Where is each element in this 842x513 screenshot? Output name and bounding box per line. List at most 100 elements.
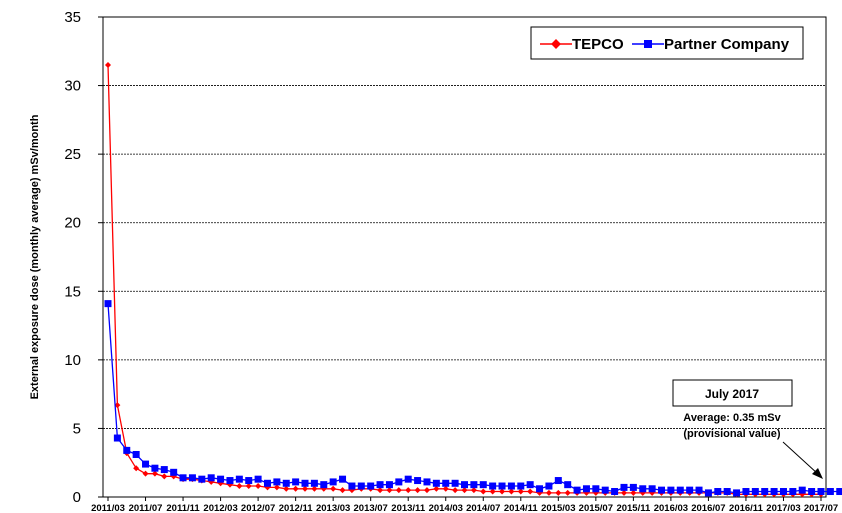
x-tick-label: 2011/07 [129, 503, 163, 513]
data-point [742, 488, 750, 496]
data-point [442, 479, 450, 487]
y-tick-label: 30 [64, 78, 81, 95]
data-point [235, 475, 243, 483]
x-tick-label: 2013/07 [354, 503, 388, 513]
data-point [404, 475, 412, 483]
data-point [377, 487, 384, 494]
data-point [480, 488, 487, 495]
data-point [564, 481, 572, 489]
data-point [339, 487, 346, 494]
data-point [170, 468, 178, 476]
data-point [658, 486, 666, 494]
data-point [151, 464, 159, 472]
x-tick-label: 2011/11 [166, 503, 200, 513]
data-point [405, 487, 412, 494]
data-point [601, 486, 609, 494]
data-point [385, 481, 393, 489]
data-point [423, 478, 431, 486]
data-point [188, 474, 196, 482]
data-point [536, 485, 544, 493]
data-point [114, 402, 121, 409]
data-point [527, 488, 534, 495]
x-tick-label: 2014/11 [504, 503, 539, 513]
data-point [836, 488, 842, 496]
legend-marker-partner [644, 40, 652, 48]
data-point [292, 485, 299, 492]
data-point [489, 488, 496, 495]
data-point [367, 482, 375, 490]
data-point [648, 485, 656, 493]
data-point [132, 450, 140, 458]
data-point [160, 466, 168, 474]
data-point [620, 483, 628, 491]
x-tick-label: 2012/03 [203, 503, 237, 513]
data-point [105, 62, 111, 68]
y-axis-ticks: 0 5 10 15 20 25 30 35 [64, 9, 103, 506]
data-point [592, 485, 600, 493]
data-point [142, 470, 149, 477]
data-point [508, 488, 515, 495]
data-point [357, 482, 365, 490]
data-point [395, 478, 403, 486]
data-point [104, 300, 112, 308]
data-point [254, 475, 262, 483]
x-tick-label: 2014/03 [429, 503, 463, 513]
data-point [611, 488, 619, 496]
data-point [789, 488, 797, 496]
data-point [226, 477, 234, 485]
data-point [564, 489, 571, 496]
data-point [498, 482, 506, 490]
gridlines [103, 85, 826, 429]
x-tick-label: 2015/07 [579, 503, 613, 513]
data-point [236, 483, 243, 490]
data-point [826, 488, 834, 496]
data-point [273, 484, 280, 491]
series-partner-company [104, 300, 842, 497]
data-point [282, 479, 290, 487]
data-point [301, 479, 309, 487]
data-point [499, 488, 506, 495]
data-point [217, 475, 225, 483]
x-tick-label: 2017/07 [804, 503, 838, 513]
x-tick-label: 2016/11 [729, 503, 764, 513]
data-point [507, 482, 515, 490]
annotation-box [672, 379, 793, 407]
series-layer [104, 62, 842, 498]
y-axis-label: External exposure dose (monthly average)… [29, 114, 41, 399]
data-point [461, 487, 468, 494]
data-point [676, 486, 684, 494]
y-tick-label: 15 [64, 283, 81, 300]
x-tick-label: 2013/11 [391, 503, 426, 513]
data-point [376, 481, 384, 489]
data-point [414, 487, 421, 494]
data-point [573, 486, 581, 494]
data-point [311, 485, 318, 492]
data-point [695, 486, 703, 494]
data-point [761, 488, 769, 496]
data-point [302, 485, 309, 492]
data-point [461, 481, 468, 489]
data-point [123, 446, 131, 454]
data-point [423, 487, 430, 494]
data-point [629, 483, 637, 491]
data-point [320, 481, 328, 489]
data-point [545, 482, 553, 490]
legend-label-tepco: TEPCO [572, 36, 624, 53]
data-point [582, 485, 590, 493]
x-axis-ticks: 2011/03 2011/07 2011/11 2012/03 2012/07 2012/… [91, 497, 838, 513]
data-point [245, 477, 253, 485]
plot-area-frame [102, 16, 827, 498]
data-point [245, 483, 252, 490]
data-point [798, 486, 806, 494]
x-tick-label: 2017/03 [766, 503, 800, 513]
data-point [339, 475, 347, 483]
data-point [751, 488, 759, 496]
data-point [470, 481, 478, 489]
y-tick-label: 35 [64, 9, 81, 26]
y-tick-label: 25 [64, 146, 81, 163]
data-point [329, 478, 337, 486]
data-point [433, 485, 440, 492]
data-point [714, 488, 722, 496]
data-point [554, 477, 562, 485]
